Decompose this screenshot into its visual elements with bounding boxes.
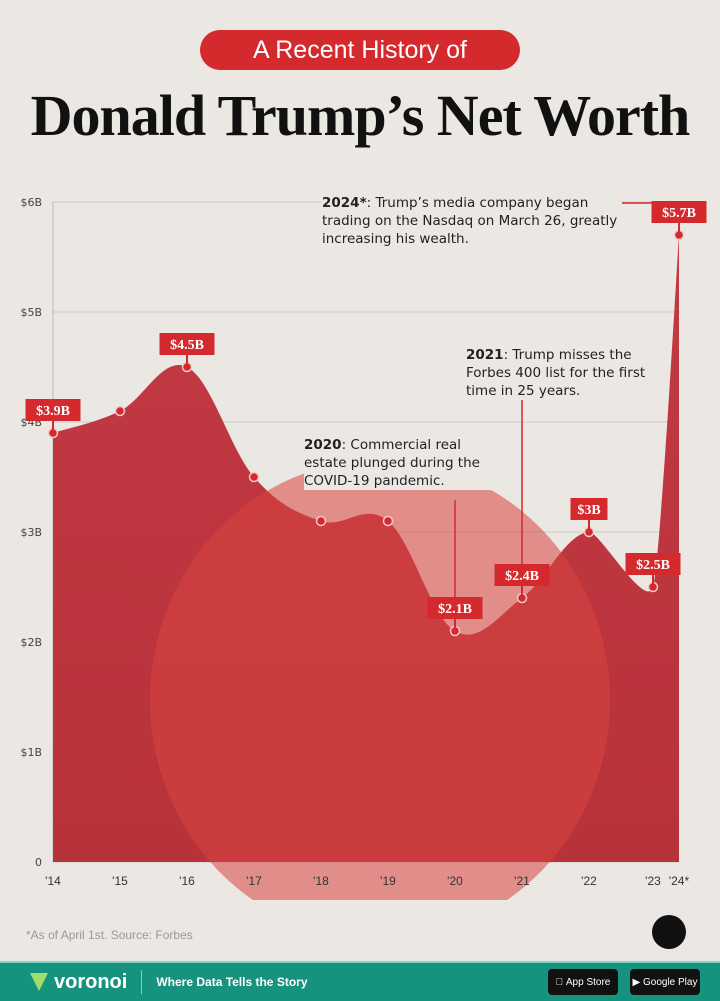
mustache-logo-icon <box>652 915 686 949</box>
data-label-box <box>651 201 707 223</box>
y-tick-label: $3B <box>20 526 42 539</box>
annotation-2024: 2024*: Trump’s media company began tradi… <box>322 194 622 248</box>
x-tick-label: '21 <box>514 874 530 888</box>
app-store-label: App Store <box>562 976 610 988</box>
data-label: $3.9B <box>36 404 70 419</box>
x-tick-label: '20 <box>447 874 463 888</box>
annotation-text: : Trump misses the Forbes 400 list for t… <box>466 347 646 399</box>
data-point <box>248 471 260 483</box>
y-tick-label: $1B <box>20 746 42 759</box>
data-label: $2.4B <box>505 569 539 584</box>
annotation-text: : Trump’s media company began trading on… <box>322 195 618 247</box>
x-tick-label: '19 <box>380 874 396 888</box>
page-title: Donald Trump’s Net Worth <box>30 83 691 148</box>
x-tick-label: '16 <box>179 874 195 888</box>
tagline: Where Data Tells the Story <box>156 975 308 989</box>
data-label: $3B <box>577 503 600 518</box>
data-label-box <box>494 564 550 586</box>
data-point <box>382 515 394 527</box>
x-tick-label: '14 <box>45 874 61 888</box>
data-label: $2.5B <box>636 558 670 573</box>
data-label-box <box>427 597 483 619</box>
y-tick-label: $6B <box>20 196 42 209</box>
voronoi-v-icon <box>30 973 48 991</box>
y-tick-label: $2B <box>20 636 42 649</box>
google-play-button[interactable]: ▶ Google Play <box>630 969 700 995</box>
x-tick-label: '23 <box>645 874 661 888</box>
net-worth-chart: 0$1B$2B$3B$4B$5B$6B$3.9B'14'15$4.5B'16'1… <box>20 196 707 900</box>
annotation-2020: 2020: Commercial real estate plunged dur… <box>304 436 504 490</box>
data-point <box>315 515 327 527</box>
annotation-2021: 2021: Trump misses the Forbes 400 list f… <box>466 346 651 400</box>
kicker-banner: A Recent History of <box>200 30 520 70</box>
x-tick-label: '22 <box>581 874 597 888</box>
app-store-button[interactable]:  App Store <box>548 969 618 995</box>
data-label: $4.5B <box>170 338 204 353</box>
data-label-box <box>25 399 81 421</box>
annotation-year: 2021 <box>466 347 504 363</box>
data-label-box <box>159 333 215 355</box>
annotation-year: 2020 <box>304 437 342 453</box>
footnote: *As of April 1st. Source: Forbes <box>26 928 193 942</box>
data-label-box <box>625 553 681 575</box>
annotation-text: : Commercial real estate plunged during … <box>304 437 480 489</box>
y-tick-label: $5B <box>20 306 42 319</box>
data-label: $2.1B <box>438 602 472 617</box>
footer-bar: voronoi Where Data Tells the Story  App… <box>0 961 720 1001</box>
data-point <box>114 405 126 417</box>
x-tick-label: '18 <box>313 874 329 888</box>
x-tick-label: '24* <box>669 874 690 888</box>
divider <box>141 970 143 994</box>
voronoi-logo[interactable]: voronoi <box>30 971 127 994</box>
google-play-label: Google Play <box>642 976 698 988</box>
x-tick-label: '17 <box>246 874 262 888</box>
x-tick-label: '15 <box>112 874 128 888</box>
y-tick-label: 0 <box>35 856 42 869</box>
data-label: $5.7B <box>662 206 696 221</box>
annotation-year: 2024* <box>322 195 367 211</box>
brand-name: voronoi <box>54 970 128 993</box>
data-label-box <box>570 498 608 520</box>
